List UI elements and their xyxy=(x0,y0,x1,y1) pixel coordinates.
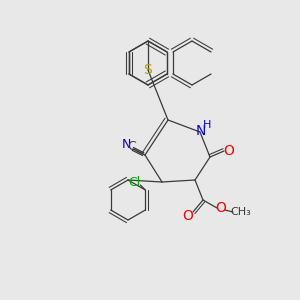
Text: N: N xyxy=(121,137,131,151)
Text: H: H xyxy=(203,120,211,130)
Text: O: O xyxy=(216,201,226,215)
Text: O: O xyxy=(224,144,234,158)
Text: CH₃: CH₃ xyxy=(231,207,251,217)
Text: S: S xyxy=(144,63,152,77)
Text: C: C xyxy=(128,140,136,152)
Text: Cl: Cl xyxy=(128,176,140,188)
Text: N: N xyxy=(196,124,206,138)
Text: O: O xyxy=(183,209,194,223)
